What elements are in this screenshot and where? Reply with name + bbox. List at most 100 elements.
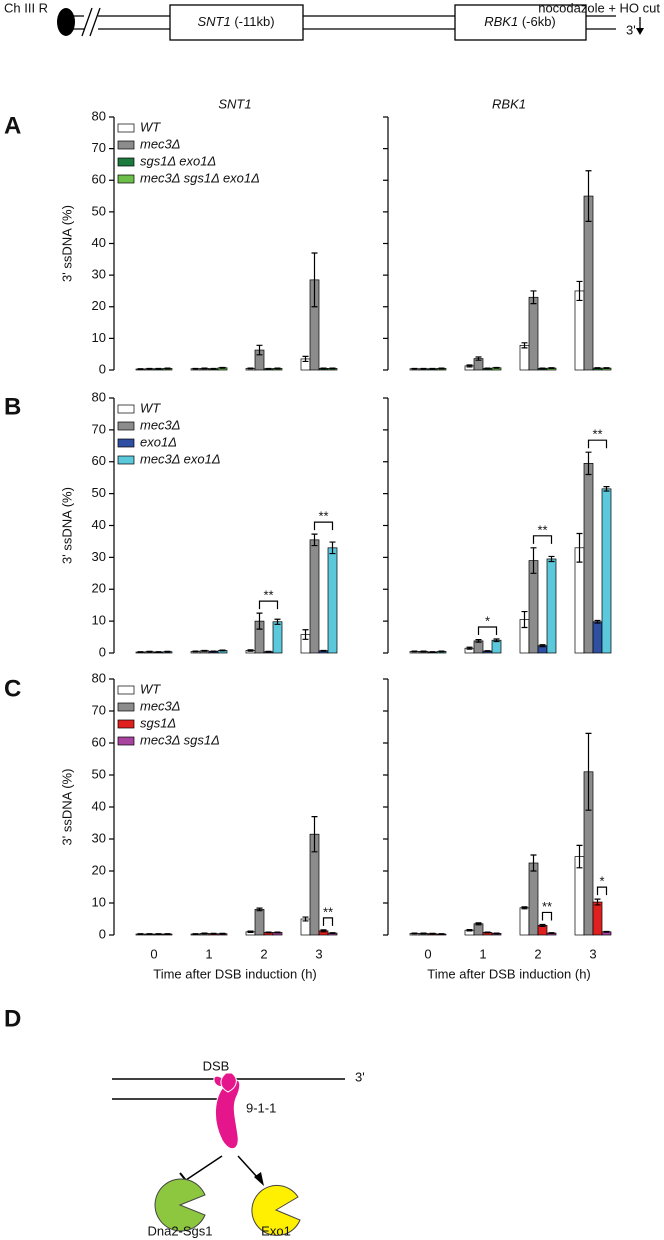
significance-bracket xyxy=(541,911,553,921)
chromosome-label: Ch III R xyxy=(4,0,48,15)
error-bar xyxy=(484,931,491,934)
error-bar xyxy=(274,618,281,625)
gene-box xyxy=(169,4,304,41)
x-tick-label: 2 xyxy=(260,946,267,961)
y-tick-label: 40 xyxy=(92,235,106,250)
error-bar xyxy=(466,928,473,932)
significance-label: ** xyxy=(263,588,273,603)
error-bar xyxy=(539,644,546,648)
break-mark xyxy=(81,7,93,37)
error-bar xyxy=(539,923,546,927)
panel-label: B xyxy=(4,393,21,420)
error-bar xyxy=(576,532,583,563)
error-bar xyxy=(192,933,199,935)
end-label: 3' xyxy=(626,22,636,37)
gene-label: RBK1 (-6kb) xyxy=(484,14,556,29)
y-tick-label: 50 xyxy=(92,203,106,218)
error-bar xyxy=(585,170,592,222)
nuclease-label: Dna2-Sgs1 xyxy=(147,1223,212,1238)
error-bar xyxy=(438,650,445,653)
error-bar xyxy=(137,368,144,370)
error-bar xyxy=(493,638,500,643)
error-bar xyxy=(210,367,217,370)
inhibition-line xyxy=(185,1155,223,1181)
error-bar xyxy=(192,367,199,370)
bar xyxy=(546,558,557,654)
chart-title: RBK1 xyxy=(492,96,526,111)
panel-label: A xyxy=(4,112,21,139)
error-bar xyxy=(256,344,263,356)
bar xyxy=(574,290,585,371)
bar xyxy=(528,862,539,936)
significance-label: ** xyxy=(323,904,333,919)
error-bar xyxy=(320,649,327,652)
break-gap xyxy=(84,10,98,35)
error-bar xyxy=(438,367,445,370)
significance-bracket xyxy=(532,535,553,544)
legend-label: mec3Δ sgs1Δ exo1Δ xyxy=(140,170,260,185)
legend-swatch xyxy=(117,421,135,431)
y-tick-label: 80 xyxy=(92,389,106,404)
error-bar xyxy=(302,916,309,922)
error-bar xyxy=(530,854,537,872)
activation-line xyxy=(237,1155,259,1179)
bar xyxy=(491,639,502,654)
significance-bracket xyxy=(477,626,498,635)
x-tick-label: 3 xyxy=(589,946,596,961)
clamp-911 xyxy=(220,1072,237,1093)
bar xyxy=(574,547,585,654)
error-bar xyxy=(484,650,491,653)
error-bar xyxy=(155,367,162,370)
error-bar xyxy=(164,933,171,935)
error-bar xyxy=(603,486,610,492)
legend-swatch xyxy=(117,719,135,729)
error-bar xyxy=(466,364,473,368)
significance-label: * xyxy=(485,613,490,628)
y-tick-label: 50 xyxy=(92,766,106,781)
error-bar xyxy=(521,342,528,349)
dsb-label: DSB xyxy=(203,1058,230,1073)
error-bar xyxy=(530,290,537,305)
y-tick-label: 30 xyxy=(92,267,106,282)
bar xyxy=(592,621,603,654)
error-bar xyxy=(484,367,491,370)
significance-bracket xyxy=(322,917,334,926)
error-bar xyxy=(530,547,537,574)
y-tick-label: 0 xyxy=(99,644,106,659)
error-bar xyxy=(274,931,281,934)
legend-label: WT xyxy=(140,119,161,134)
significance-label: ** xyxy=(592,427,602,442)
legend-label: WT xyxy=(140,681,161,696)
error-bar xyxy=(311,816,318,853)
error-bar xyxy=(576,844,583,869)
centromere xyxy=(57,8,75,36)
bar xyxy=(528,560,539,654)
error-bar xyxy=(219,649,226,652)
error-bar xyxy=(265,650,272,653)
y-axis-label: 3' ssDNA (%) xyxy=(59,769,74,846)
y-tick-label: 10 xyxy=(92,894,106,909)
x-tick-label: 0 xyxy=(424,946,431,961)
error-bar xyxy=(420,367,427,370)
gene-position: (-6kb) xyxy=(522,14,556,29)
cut-arrowhead xyxy=(636,28,644,35)
y-tick-label: 80 xyxy=(92,108,106,123)
error-bar xyxy=(146,933,153,935)
y-tick-label: 30 xyxy=(92,830,106,845)
error-bar xyxy=(155,933,162,935)
error-bar xyxy=(137,651,144,653)
chart-title: SNT1 xyxy=(218,96,251,111)
y-tick-label: 0 xyxy=(99,361,106,376)
error-bar xyxy=(603,930,610,933)
error-bar xyxy=(201,367,208,370)
error-bar xyxy=(585,732,592,811)
legend-swatch xyxy=(117,455,135,465)
bar xyxy=(519,344,530,371)
dna2-sgs1-icon xyxy=(154,1178,206,1232)
panel-label: C xyxy=(4,675,21,702)
error-bar xyxy=(429,651,436,653)
legend-label: sgs1Δ exo1Δ xyxy=(140,153,216,168)
error-bar xyxy=(329,367,336,370)
error-bar xyxy=(265,367,272,370)
error-bar xyxy=(548,555,555,563)
